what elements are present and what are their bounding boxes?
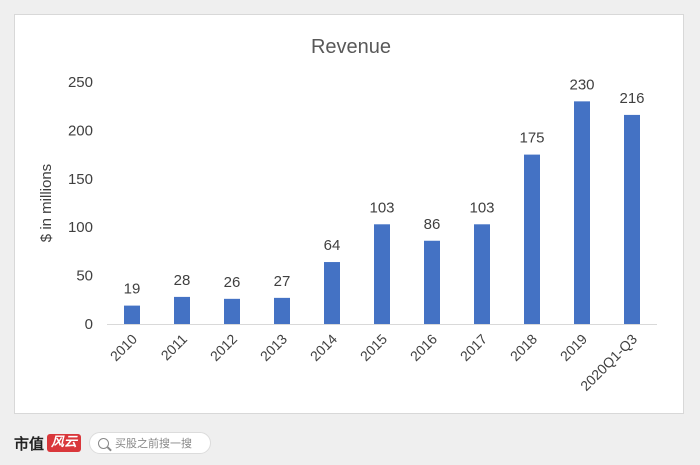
y-axis-ticks: 0 50 100 150 200 250	[68, 74, 93, 333]
bar	[524, 154, 540, 324]
bar-value-label: 86	[424, 216, 441, 233]
x-tick-label: 2010	[107, 331, 140, 364]
bar-value-label: 175	[519, 130, 544, 147]
chart-title: Revenue	[311, 36, 391, 58]
bar	[374, 224, 390, 324]
brand-logo: 市值 风云	[14, 433, 82, 454]
bar	[224, 298, 240, 324]
x-tick-label: 2016	[407, 331, 440, 364]
bar-value-label: 19	[124, 281, 141, 298]
bar-value-label: 216	[619, 90, 644, 107]
bar-value-labels: 19 28 26 27 64 103 86 103 175 230 216	[124, 76, 645, 297]
bar	[324, 262, 340, 324]
y-tick-label: 250	[68, 74, 93, 91]
search-placeholder: 买股之前搜一搜	[115, 437, 193, 450]
y-tick-label: 150	[68, 171, 93, 188]
x-tick-label: 2018	[507, 331, 540, 364]
revenue-bar-chart: Revenue $ in millions 0 50 100 150 200 250 19…	[38, 36, 657, 394]
search-icon	[98, 437, 110, 449]
bar	[274, 297, 290, 324]
x-tick-label: 2013	[257, 331, 290, 364]
x-tick-label: 2017	[457, 331, 490, 364]
x-tick-label: 2015	[357, 331, 390, 364]
y-tick-label: 200	[68, 122, 93, 139]
bar	[424, 240, 440, 324]
search-input[interactable]: 买股之前搜一搜	[89, 432, 212, 454]
bar-value-label: 103	[469, 199, 494, 216]
y-tick-label: 0	[85, 316, 93, 333]
bar-value-label: 64	[324, 237, 341, 254]
x-tick-label: 2014	[307, 331, 340, 364]
y-tick-label: 50	[76, 268, 93, 285]
y-tick-label: 100	[68, 219, 93, 236]
bar-value-label: 26	[224, 274, 241, 291]
y-axis-label: $ in millions	[38, 164, 55, 242]
bar-value-label: 230	[569, 76, 594, 93]
x-tick-label: 2011	[158, 331, 191, 364]
bar-value-label: 27	[274, 273, 291, 290]
brand-mark: 风云	[47, 434, 82, 452]
bar	[124, 305, 140, 324]
bar	[174, 296, 190, 324]
footer: 市值 风云 买股之前搜一搜	[14, 430, 212, 456]
bar	[474, 224, 490, 324]
x-tick-label: 2012	[207, 331, 240, 364]
bar-value-label: 103	[369, 199, 394, 216]
bars	[124, 101, 640, 324]
bar	[574, 101, 590, 324]
bar	[624, 114, 640, 324]
bar-value-label: 28	[174, 272, 191, 289]
brand-name: 市值	[14, 434, 45, 453]
x-tick-label: 2019	[557, 331, 590, 364]
chart-card: Revenue $ in millions 0 50 100 150 200 250 19…	[14, 14, 684, 414]
x-axis-ticks: 2010 2011 2012 2013 2014 2015 2016 2017 2018 2019…	[107, 331, 640, 394]
